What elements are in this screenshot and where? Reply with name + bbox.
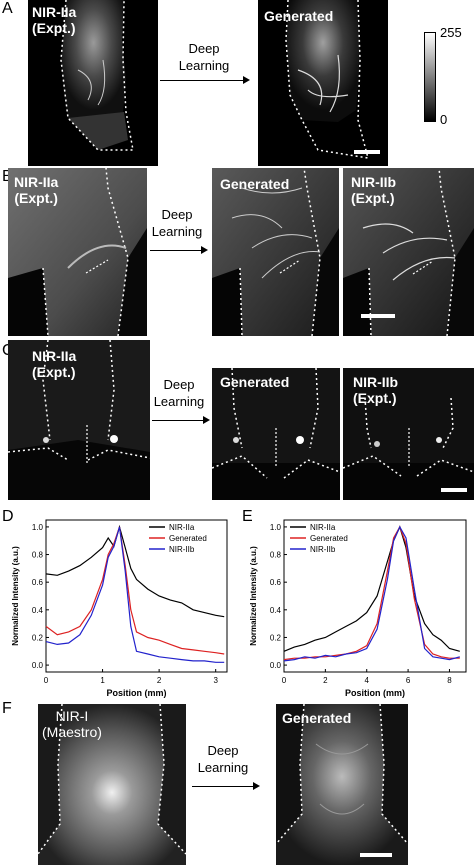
x-tick-label: 3 <box>213 676 218 685</box>
panel-letter-f: F <box>2 700 12 717</box>
legend-label: Generated <box>169 534 207 543</box>
panel-f-left-label: NIR-I (Maestro) <box>42 708 102 740</box>
x-tick-label: 6 <box>406 676 411 685</box>
panel-c-arrow-label: Deep Learning <box>153 377 205 409</box>
panel-c-left-label: NIR-IIa (Expt.) <box>32 348 77 380</box>
legend-label: NIR-IIa <box>310 523 336 532</box>
y-tick-label: 0.6 <box>270 578 282 587</box>
plot-frame <box>283 519 467 673</box>
colorbar-max-label: 255 <box>440 25 462 40</box>
x-tick-label: 4 <box>365 676 370 685</box>
panel-a-arrow-label: Deep Learning <box>178 41 230 73</box>
legend-label: Generated <box>310 534 348 543</box>
x-tick-label: 0 <box>44 676 49 685</box>
series-line-nir-iia <box>45 524 225 618</box>
panel-b-arrow-label: Deep Learning <box>151 207 203 239</box>
panel-a-generated-image: Generated <box>258 0 388 166</box>
x-axis-label: Position (mm) <box>345 688 405 698</box>
panel-b-arrow <box>150 246 208 254</box>
panel-b-mid-label: Generated <box>220 176 290 192</box>
x-tick-label: 0 <box>282 676 287 685</box>
panel-f-right-label: Generated <box>282 710 352 726</box>
panel-b-right-label: NIR-IIb (Expt.) <box>351 174 397 206</box>
panel-f-generated-image: Generated <box>276 704 408 865</box>
panel-a-nir-iia-image: NIR-IIa (Expt.) <box>28 0 158 166</box>
y-axis-label: Normalized Intensity (a.u.) <box>249 546 258 646</box>
y-tick-label: 0.8 <box>32 551 44 560</box>
panel-letter-a: A <box>2 0 13 17</box>
y-tick-label: 0.4 <box>270 606 282 615</box>
panel-a-left-label: NIR-IIa (Expt.) <box>32 4 77 36</box>
scale-bar <box>354 150 380 154</box>
legend-label: NIR-IIb <box>169 545 195 554</box>
y-tick-label: 0.0 <box>32 661 44 670</box>
panel-c-nir-iib-image: NIR-IIb (Expt.) <box>343 368 474 500</box>
panel-letter-d: D <box>2 508 14 525</box>
y-tick-label: 1.0 <box>32 523 44 532</box>
panel-c-generated-image: Generated <box>212 368 340 500</box>
x-tick-label: 1 <box>100 676 105 685</box>
panel-letter-e: E <box>242 508 253 525</box>
panel-b-nir-iib-image: NIR-IIb (Expt.) <box>343 168 474 336</box>
series-line-nir-iia <box>283 525 460 652</box>
x-tick-label: 2 <box>157 676 162 685</box>
y-tick-label: 0.6 <box>32 578 44 587</box>
panel-c-right-label: NIR-IIb (Expt.) <box>353 374 399 406</box>
y-tick-label: 0.4 <box>32 606 44 615</box>
panel-c-mid-label: Generated <box>220 374 290 390</box>
series-line-nir-iib <box>45 526 225 663</box>
y-tick-label: 1.0 <box>270 523 282 532</box>
panel-letter-b: B <box>2 168 13 186</box>
panel-f-nir-i-image: NIR-I (Maestro) <box>38 704 186 865</box>
panel-c-nir-iia-image: NIR-IIa (Expt.) <box>8 340 150 500</box>
x-axis-label: Position (mm) <box>107 688 167 698</box>
series-line-nir-iib <box>283 525 460 662</box>
y-tick-label: 0.8 <box>270 551 282 560</box>
panel-letter-c: C <box>2 342 14 360</box>
y-tick-label: 0.2 <box>270 633 282 642</box>
legend-label: NIR-IIa <box>169 523 195 532</box>
colorbar <box>424 32 436 122</box>
panel-c-arrow <box>152 416 210 424</box>
panel-d-chart: 0.0 0.2 0.4 0.6 0.8 1.0 0 1 2 3 Position (mm) Norma… <box>11 519 228 698</box>
y-tick-label: 0.0 <box>270 661 282 670</box>
panel-a-arrow <box>160 76 250 84</box>
x-tick-label: 2 <box>323 676 328 685</box>
y-axis-label: Normalized Intensity (a.u.) <box>11 546 20 646</box>
panel-e-chart: 0.0 0.2 0.4 0.6 0.8 1.0 0 2 4 6 8 Position (mm) Norm… <box>249 519 467 698</box>
series-line-generated <box>45 526 225 655</box>
x-tick-label: 8 <box>447 676 452 685</box>
colorbar-min-label: 0 <box>440 112 448 127</box>
legend-label: NIR-IIb <box>310 545 336 554</box>
panel-b-nir-iia-image: NIR-IIa (Expt.) <box>8 168 147 336</box>
series-line-generated <box>283 525 460 661</box>
scale-bar <box>441 488 467 492</box>
panel-b-left-label: NIR-IIa (Expt.) <box>14 174 59 206</box>
panel-b-generated-image: Generated <box>212 168 339 336</box>
panel-f-arrow <box>192 782 260 790</box>
panel-a-right-label: Generated <box>264 8 334 24</box>
panel-f-arrow-label: Deep Learning <box>197 743 249 775</box>
y-tick-label: 0.2 <box>32 633 44 642</box>
plot-frame <box>45 519 228 673</box>
scale-bar <box>360 853 392 857</box>
scale-bar <box>361 314 395 318</box>
